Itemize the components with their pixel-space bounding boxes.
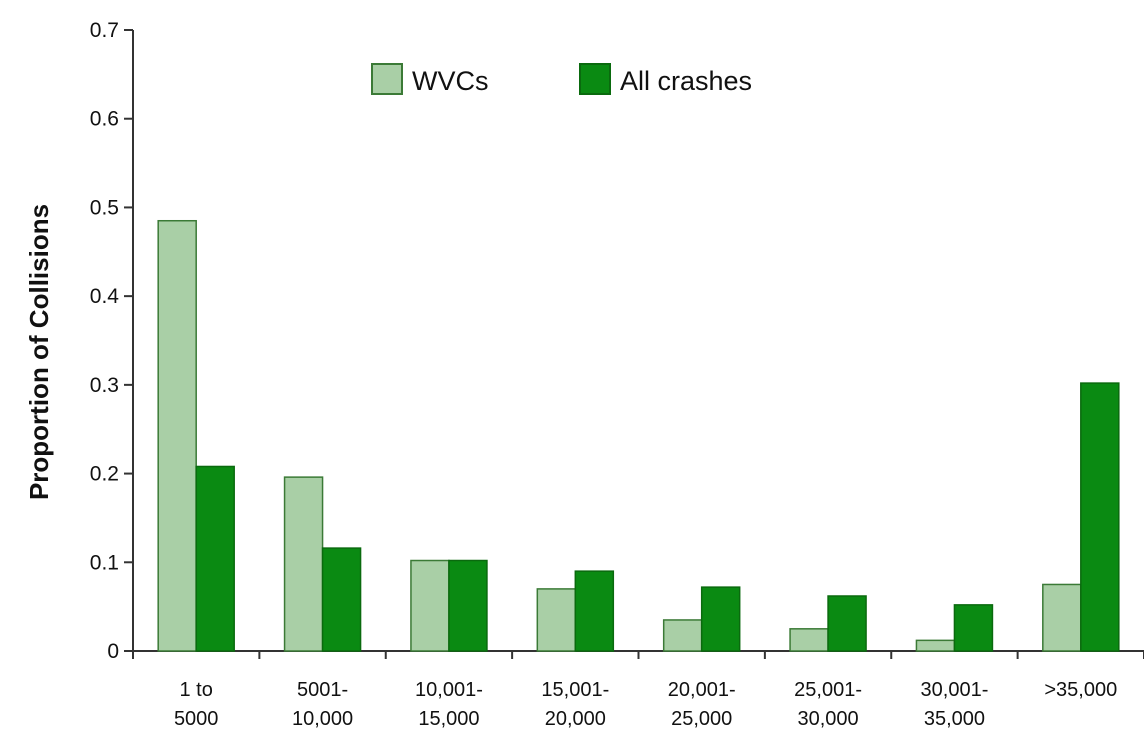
bar-wvcs (1042, 583, 1082, 652)
y-tick-label: 0.1 (90, 551, 119, 574)
bar-all-crashes (953, 604, 994, 652)
bar-all-crashes (574, 570, 615, 652)
x-tick-label: 25,001-30,000 (794, 679, 862, 730)
y-tick-label: 0.7 (90, 19, 119, 42)
x-tick-label: 10,001-15,000 (415, 679, 483, 730)
legend-swatch (579, 63, 611, 95)
y-tick-label: 0 (107, 640, 119, 663)
bar-all-crashes (827, 595, 867, 652)
y-axis-title: Proportion of Collisions (24, 204, 54, 500)
bar-wvcs (915, 639, 956, 652)
legend-label: WVCs (412, 66, 489, 96)
x-tick-label: >35,000 (1044, 679, 1117, 701)
bar-wvcs (410, 559, 450, 652)
bar-wvcs (283, 476, 324, 652)
x-tick-label: 5001-10,000 (292, 679, 353, 730)
bar-wvcs (536, 588, 577, 652)
y-tick-label: 0.4 (90, 285, 120, 308)
bar-all-crashes (448, 559, 488, 652)
x-tick-label: 1 to 5000 (174, 679, 219, 730)
plot-area: 0 0.1 0.2 0.3 0.4 0.5 0.6 0.7 1 to 5000 5001-10,00… (90, 19, 1144, 730)
legend-item-all-crashes: All crashes (579, 63, 752, 96)
y-tick-label: 0.3 (90, 374, 119, 397)
bar-all-crashes (700, 586, 741, 652)
x-tick-label: 20,001-25,000 (668, 679, 736, 730)
legend-label: All crashes (620, 66, 752, 96)
bar-all-crashes (1080, 382, 1120, 652)
y-tick-label: 0.2 (90, 463, 119, 486)
x-tick-label: 30,001-35,000 (921, 679, 989, 730)
y-tick-label: 0.6 (90, 108, 119, 131)
bar-wvcs (789, 628, 829, 652)
bar-all-crashes (195, 465, 235, 652)
x-tick-label: 15,001-20,000 (541, 679, 609, 730)
legend: WVCs All crashes (371, 63, 752, 96)
bar-wvcs (157, 219, 197, 652)
legend-item-wvcs: WVCs (371, 63, 489, 96)
bar-all-crashes (321, 547, 362, 652)
bar-wvcs (662, 619, 703, 652)
legend-swatch (371, 63, 403, 95)
y-tick-label: 0.5 (90, 196, 119, 219)
